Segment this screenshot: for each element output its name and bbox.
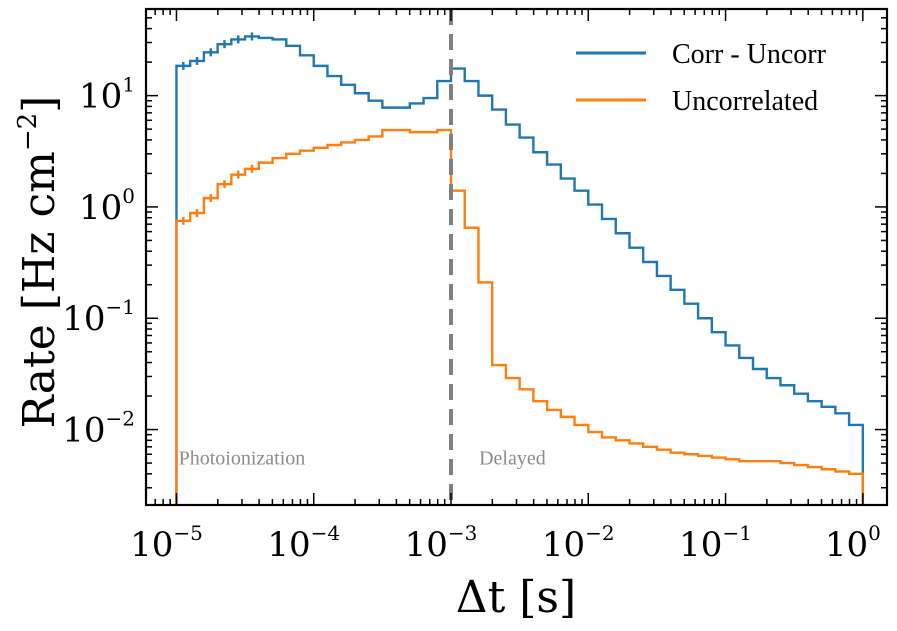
y-tick-exponent: 1 [122,73,135,97]
x-tick-base: 10 [542,525,585,565]
x-tick-label: 10−1 [679,521,752,565]
legend-label-corr-uncorr: Corr - Uncorr [672,39,827,70]
y-tick-base: 10 [79,188,122,228]
y-tick-label: 10−2 [62,407,135,451]
x-axis-symbol: Δt [456,572,506,623]
axis-ticks [145,8,887,505]
x-tick-label: 100 [825,521,881,565]
x-tick-base: 10 [825,525,868,565]
y-tick-exponent: 0 [122,184,135,208]
x-tick-base: 10 [679,525,722,565]
x-tick-label: 10−3 [405,521,478,565]
annotation-delayed: Delayed [479,448,546,470]
x-tick-exponent: −1 [722,521,751,545]
x-tick-exponent: −4 [311,521,340,545]
y-tick-exponent: −2 [106,407,135,431]
x-tick-exponent: −3 [448,521,477,545]
legend-label-uncorrelated: Uncorrelated [672,86,818,117]
y-axis-label-sup: −2 [13,113,43,151]
annotation-photoionization: Photoionization [179,448,306,470]
y-tick-base: 10 [62,411,105,451]
y-tick-base: 10 [79,77,122,117]
x-tick-exponent: −5 [173,521,202,545]
x-tick-label: 10−4 [267,521,340,565]
y-tick-exponent: −1 [106,295,135,319]
x-tick-base: 10 [267,525,310,565]
y-tick-label: 10−1 [62,295,135,339]
x-tick-labels: 10−5 10−4 10−3 10−2 10−1 100 [130,521,881,565]
x-tick-label: 10−5 [130,521,203,565]
y-axis-label-main: Rate [Hz cm [14,151,65,428]
y-axis-label: Rate [Hz cm−2] [13,96,65,429]
plot-area [175,9,865,505]
x-axis-unit: [s] [519,572,576,623]
y-tick-label: 101 [79,73,135,117]
y-tick-label: 100 [79,184,135,228]
x-tick-base: 10 [405,525,448,565]
y-tick-base: 10 [62,299,105,339]
y-axis-label-close: ] [14,96,65,113]
x-tick-base: 10 [130,525,173,565]
x-tick-exponent: −2 [585,521,614,545]
x-axis-label: Δt [s] [456,572,576,623]
legend: Corr - Uncorr Uncorrelated [576,39,827,117]
x-tick-label: 10−2 [542,521,615,565]
x-tick-exponent: 0 [868,521,881,545]
series-line-corr-uncorr [175,35,865,505]
series-line-uncorrelated [175,128,865,505]
